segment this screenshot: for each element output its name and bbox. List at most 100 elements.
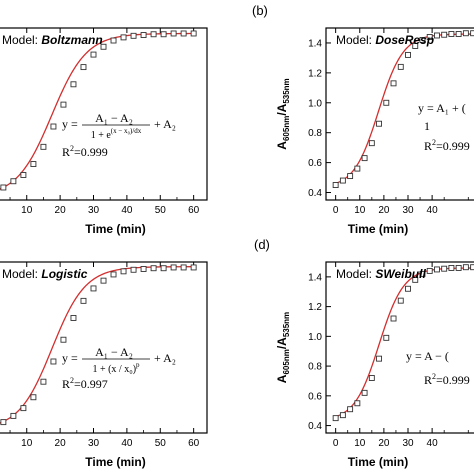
- y-tick-label: 0.4: [308, 188, 322, 199]
- data-point: [0, 184, 7, 191]
- data-point: [354, 165, 361, 172]
- x-tick-label: 40: [121, 438, 133, 449]
- data-point: [397, 63, 404, 70]
- panel-label: (b): [252, 3, 268, 18]
- data-point: [70, 81, 77, 88]
- data-point: [433, 266, 440, 273]
- x-tick-label: 50: [155, 438, 167, 449]
- y-tick-label: 0.8: [308, 362, 322, 373]
- data-point: [441, 31, 448, 38]
- x-tick-label: 60: [188, 205, 200, 216]
- y-tick-label: 0.4: [308, 421, 322, 432]
- data-point: [120, 34, 127, 41]
- data-point: [180, 264, 187, 271]
- data-point: [455, 264, 462, 271]
- equation: y = A₁ + ( 1: [418, 101, 466, 133]
- data-point: [190, 30, 197, 37]
- model-label: Model: SWeibull: [336, 267, 426, 281]
- eq-numerator: A₁ − A₂: [95, 345, 133, 359]
- data-point: [376, 120, 383, 127]
- data-point: [368, 140, 375, 147]
- x-tick-label: 60: [188, 438, 200, 449]
- equation: y = A − (: [406, 349, 449, 363]
- x-tick-label: 40: [121, 205, 133, 216]
- data-point: [50, 358, 57, 365]
- data-point: [100, 43, 107, 50]
- x-tick-label: 20: [55, 438, 67, 449]
- data-point: [100, 277, 107, 284]
- data-point: [405, 51, 411, 58]
- eq-tail: + A₂: [154, 117, 176, 131]
- data-point: [347, 173, 354, 180]
- r-squared: R2=0.997: [62, 376, 108, 391]
- x-tick-label: 20: [378, 438, 390, 449]
- data-point: [462, 30, 469, 37]
- data-point: [426, 34, 433, 40]
- eq-tail: + A₂: [154, 351, 176, 365]
- y-tick-label: 1.4: [308, 38, 322, 49]
- equation: y = A₁ − A₂ 1 + e(x − x₀)/dx + A₂: [62, 111, 176, 141]
- data-point: [455, 31, 462, 37]
- data-point: [80, 297, 87, 304]
- data-point: [40, 143, 47, 150]
- data-point: [354, 400, 361, 407]
- data-point: [10, 412, 17, 419]
- data-point: [470, 264, 474, 271]
- fit-curve: [0, 266, 194, 424]
- data-point: [332, 182, 339, 188]
- data-point: [130, 266, 137, 273]
- x-axis-label: Time (min): [85, 222, 145, 236]
- data-point: [433, 32, 440, 39]
- data-point: [390, 80, 397, 87]
- data-point: [180, 30, 187, 37]
- data-point: [347, 406, 354, 413]
- r-squared: R2=0.999: [62, 144, 108, 159]
- chart-panel-0: 10 20 30 40 50 60 Time (min) Model: Boltzmann y …: [0, 27, 208, 236]
- x-tick-label: 40: [427, 438, 439, 449]
- data-point: [40, 378, 47, 385]
- data-point: [368, 375, 375, 381]
- data-point: [448, 264, 455, 271]
- data-point: [120, 268, 127, 275]
- model-label: Model: Logistic: [2, 267, 88, 281]
- data-point: [60, 336, 67, 343]
- data-point: [150, 31, 157, 38]
- y-tick-label: 1.0: [308, 98, 322, 109]
- x-tick-label: 10: [354, 438, 366, 449]
- data-point: [339, 412, 346, 419]
- y-tick-label: 1.2: [308, 68, 322, 79]
- data-point: [70, 315, 77, 321]
- equation: y = A₁ − A₂ 1 + (x / x₀)p + A₂: [62, 345, 176, 375]
- x-tick-label: 50: [155, 205, 167, 216]
- data-point: [170, 30, 177, 37]
- y-axis-label: A605nm/A535nm: [275, 78, 291, 149]
- y-axis-label: A605nm/A535nm: [275, 312, 291, 383]
- x-tick-label: 30: [402, 205, 414, 216]
- y-tick-label: 1.4: [308, 272, 322, 283]
- data-point: [339, 177, 346, 184]
- data-point: [0, 419, 7, 426]
- data-point: [419, 270, 426, 277]
- x-tick-label: 30: [88, 438, 100, 449]
- data-point: [397, 297, 404, 304]
- x-axis-label: Time (min): [348, 222, 408, 236]
- data-point: [160, 31, 167, 38]
- chart-panel-1: 0 10 20 30 40 0.4 0.6 0.8 1.0 1.2 1.4 Time (min) A60…: [252, 3, 474, 236]
- data-point: [150, 265, 157, 272]
- x-tick-label: 10: [354, 205, 366, 216]
- x-axis-label: Time (min): [348, 455, 408, 469]
- data-point: [30, 394, 37, 401]
- r-squared: R2=0.999: [424, 372, 470, 387]
- y-tick-label: 0.6: [308, 158, 322, 169]
- x-tick-label: 0: [333, 438, 339, 449]
- data-point: [50, 123, 57, 130]
- eq-denominator: 1: [424, 119, 430, 133]
- y-tick-label: 0.8: [308, 128, 322, 139]
- data-point: [10, 178, 17, 185]
- x-tick-label: 30: [402, 438, 414, 449]
- data-point: [383, 334, 390, 341]
- x-tick-label: 20: [378, 205, 390, 216]
- data-point: [462, 264, 469, 271]
- eq-lhs: y = A₁ + (: [418, 101, 466, 115]
